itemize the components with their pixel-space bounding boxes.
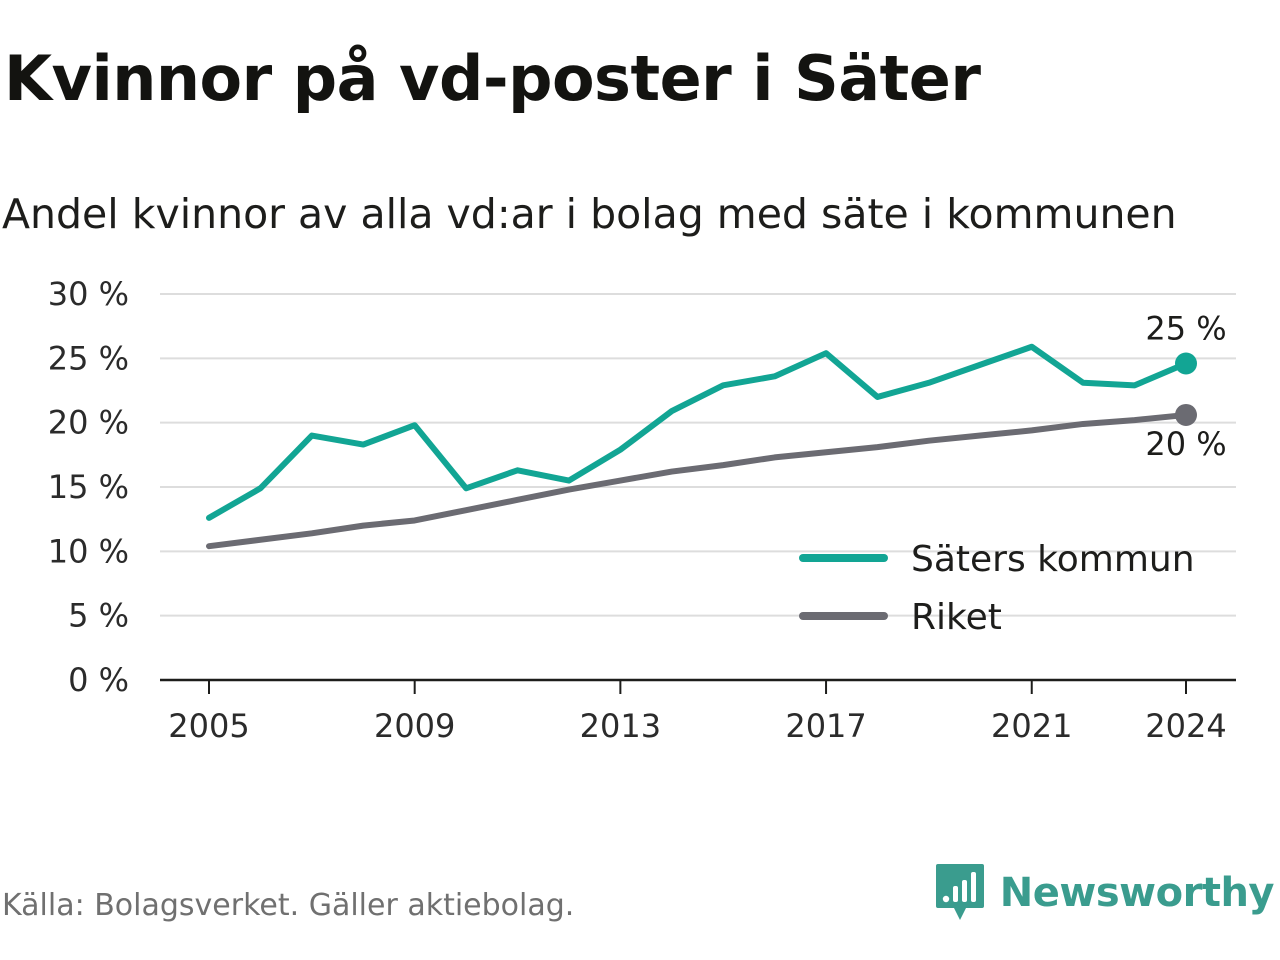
source-note: Källa: Bolagsverket. Gäller aktiebolag. bbox=[2, 888, 575, 923]
newsworthy-logo-icon bbox=[935, 864, 984, 920]
x-tick-label: 2021 bbox=[991, 707, 1072, 745]
y-axis-tick-labels: 0 % 5 % 10 % 15 % 20 % 25 % 30 % bbox=[48, 275, 129, 699]
y-tick-label: 0 % bbox=[68, 661, 129, 699]
x-tick-label: 2024 bbox=[1145, 707, 1226, 745]
x-tick-label: 2017 bbox=[785, 707, 866, 745]
series-lines: 20 % 25 % bbox=[206, 309, 1227, 550]
y-tick-label: 15 % bbox=[48, 468, 129, 506]
legend-label-riket: Riket bbox=[911, 597, 1002, 638]
chart-subtitle: Andel kvinnor av alla vd:ar i bolag med … bbox=[2, 190, 1177, 238]
x-tick-label: 2005 bbox=[168, 707, 249, 745]
y-tick-label: 5 % bbox=[68, 597, 129, 635]
x-axis bbox=[160, 678, 1236, 694]
series-line-riket bbox=[206, 411, 1189, 550]
x-axis-tick-labels: 2005 2009 2013 2017 2021 2024 bbox=[168, 707, 1226, 745]
end-marker-riket bbox=[1175, 403, 1197, 426]
end-marker-saters_kommun bbox=[1175, 352, 1197, 375]
end-label-saters_kommun: 25 % bbox=[1145, 309, 1226, 347]
y-tick-label: 25 % bbox=[48, 339, 129, 377]
series-line-saters_kommun bbox=[206, 343, 1189, 521]
brand-logo: Newsworthy bbox=[934, 862, 1275, 924]
brand-name: Newsworthy bbox=[999, 870, 1275, 916]
legend: Säters kommun Riket bbox=[799, 539, 1195, 638]
y-tick-label: 20 % bbox=[48, 404, 129, 442]
x-tick-label: 2009 bbox=[374, 707, 455, 745]
y-tick-label: 30 % bbox=[48, 275, 129, 313]
chart-title: Kvinnor på vd-poster i Säter bbox=[4, 42, 981, 115]
x-tick-label: 2013 bbox=[580, 707, 661, 745]
legend-label-saters_kommun: Säters kommun bbox=[911, 539, 1195, 580]
gridlines bbox=[160, 293, 1236, 617]
end-label-riket: 20 % bbox=[1145, 425, 1226, 463]
y-tick-label: 10 % bbox=[48, 532, 129, 570]
